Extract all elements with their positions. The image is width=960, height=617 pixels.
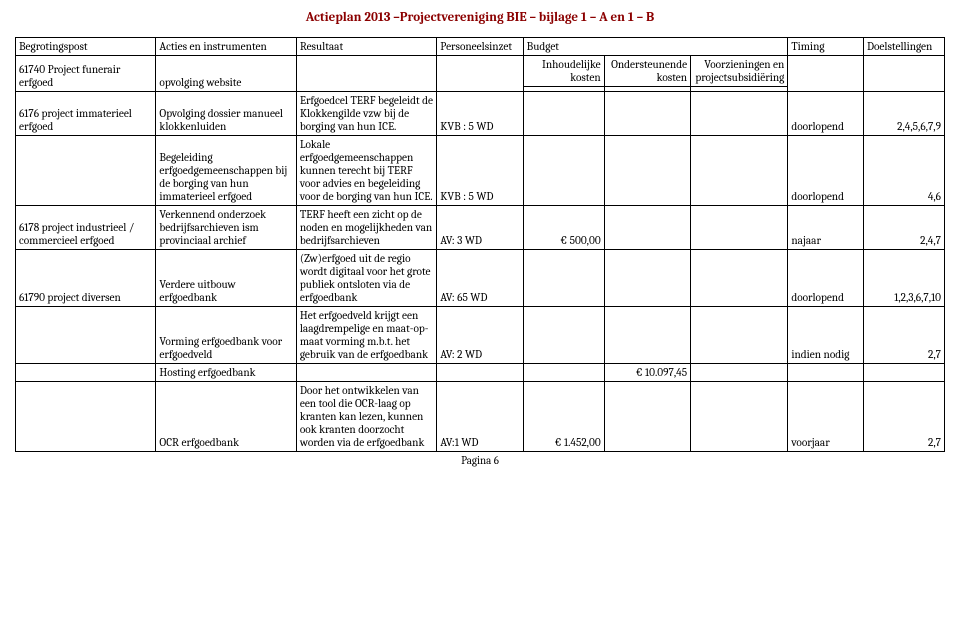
cell-b1 [523,250,604,307]
cell-empty [788,56,864,92]
cell-post: 6178 project industrieel / commercieel e… [16,206,156,250]
cell-res: TERF heeft een zicht op de noden en moge… [296,206,436,250]
cell-res [296,364,436,382]
table-row: 6178 project industrieel / commercieel e… [16,206,945,250]
cell-pers: KVB : 5 WD [437,92,523,136]
cell-empty [863,56,944,92]
cell-doel: 2,7 [863,382,944,452]
cell-tim: doorlopend [788,136,864,206]
cell-acties: Verkennend onderzoek bedrijfsarchieven i… [156,206,296,250]
cell-post: 61790 project diversen [16,250,156,307]
cell-b3 [691,250,788,307]
cell-b1 [523,364,604,382]
cell-b2 [604,307,690,364]
cell-b2: € 10.097,45 [604,364,690,382]
page-footer: Pagina 6 [15,454,945,467]
cell-acties: Vorming erfgoedbank voor erfgoedveld [156,307,296,364]
col-timing: Timing [788,38,864,56]
cell-b3 [691,206,788,250]
cell-b2 [604,206,690,250]
col-resultaat: Resultaat [296,38,436,56]
cell-res: (Zw)erfgoed uit de regio wordt digitaal … [296,250,436,307]
subheader-row: 61740 Project funerair erfgoed opvolging… [16,56,945,87]
cell-doel: 4,6 [863,136,944,206]
cell-b2 [604,136,690,206]
cell-b1: € 1.452,00 [523,382,604,452]
cell-acties: OCR erfgoedbank [156,382,296,452]
table-row: 6176 project immaterieel erfgoed Opvolgi… [16,92,945,136]
cell-b1 [523,307,604,364]
cell-tim: doorlopend [788,250,864,307]
col-doelstellingen: Doelstellingen [863,38,944,56]
cell-post: 61740 Project funerair erfgoed [16,56,156,92]
cell-b3 [691,307,788,364]
col-personeelsinzet: Personeelsinzet [437,38,523,56]
cell-pers: AV:1 WD [437,382,523,452]
col-budget: Budget [523,38,788,56]
table-row: Hosting erfgoedbank € 10.097,45 [16,364,945,382]
cell-res: Door het ontwikkelen van een tool die OC… [296,382,436,452]
cell-pers: KVB : 5 WD [437,136,523,206]
cell-tim: doorlopend [788,92,864,136]
header-row: Begrotingspost Acties en instrumenten Re… [16,38,945,56]
cell-tim: indien nodig [788,307,864,364]
doc-title: Actieplan 2013 –Projectvereniging BIE – … [15,10,945,25]
cell-b3 [691,136,788,206]
cell-pers: AV: 65 WD [437,250,523,307]
cell-acties: Opvolging dossier manueel klokkenluiden [156,92,296,136]
cell-acties: opvolging website [156,56,296,92]
cell-doel: 2,4,7 [863,206,944,250]
cell-b1 [523,92,604,136]
cell-b3 [691,364,788,382]
cell-doel: 1,2,3,6,7,10 [863,250,944,307]
cell-b1: € 500,00 [523,206,604,250]
cell-tim: najaar [788,206,864,250]
cell-pers [437,364,523,382]
cell-post [16,136,156,206]
sub-ondersteunende: Ondersteunende kosten [604,56,690,87]
cell-res: Lokale erfgoedgemeenschappen kunnen tere… [296,136,436,206]
cell-acties: Verdere uitbouw erfgoedbank [156,250,296,307]
cell-b2 [604,92,690,136]
table-row: OCR erfgoedbank Door het ontwikkelen van… [16,382,945,452]
cell-acties: Begeleiding erfgoedgemeenschappen bij de… [156,136,296,206]
cell-pers: AV: 3 WD [437,206,523,250]
cell-doel: 2,7 [863,307,944,364]
cell-b2 [604,382,690,452]
cell-b3 [691,92,788,136]
cell-tim [788,364,864,382]
cell-res: Het erfgoedveld krijgt een laagdrempelig… [296,307,436,364]
sub-inhoudelijke: Inhoudelijke kosten [523,56,604,87]
cell-tim: voorjaar [788,382,864,452]
cell-b2 [604,250,690,307]
table-row: Vorming erfgoedbank voor erfgoedveld Het… [16,307,945,364]
cell-pers: AV: 2 WD [437,307,523,364]
sub-voorzieningen: Voorzieningen en projectsubsidiëring [691,56,788,87]
action-table: Begrotingspost Acties en instrumenten Re… [15,37,945,452]
cell-empty [296,56,436,92]
cell-post [16,364,156,382]
table-row: 61790 project diversen Verdere uitbouw e… [16,250,945,307]
col-begrotingspost: Begrotingspost [16,38,156,56]
cell-doel [863,364,944,382]
col-acties: Acties en instrumenten [156,38,296,56]
cell-b3 [691,382,788,452]
cell-empty [437,56,523,92]
cell-acties: Hosting erfgoedbank [156,364,296,382]
cell-b1 [523,136,604,206]
cell-doel: 2,4,5,6,7,9 [863,92,944,136]
cell-res: Erfgoedcel TERF begeleidt de Klokkengild… [296,92,436,136]
table-row: Begeleiding erfgoedgemeenschappen bij de… [16,136,945,206]
cell-post: 6176 project immaterieel erfgoed [16,92,156,136]
cell-post [16,307,156,364]
cell-post [16,382,156,452]
